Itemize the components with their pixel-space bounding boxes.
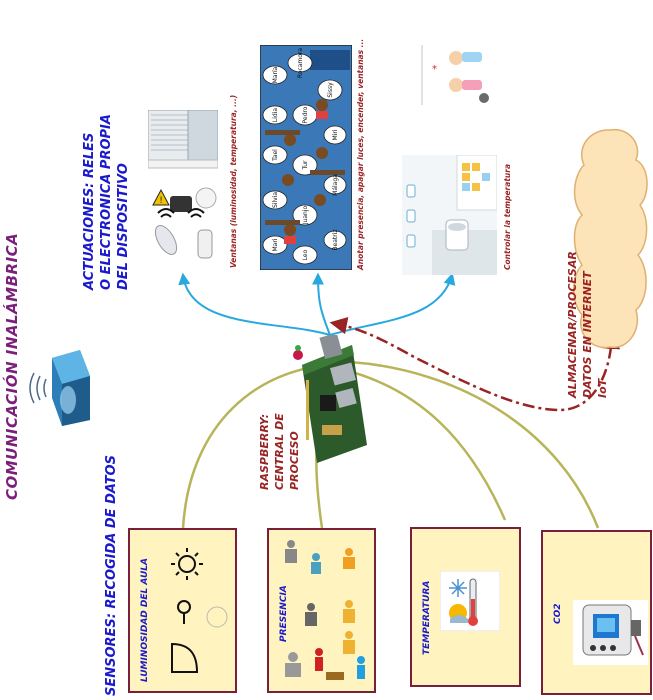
sensor-box-co2: CO2 [541,530,652,695]
remote-control-icons [154,208,213,259]
raspberry-label-line2: CENTRAL DE [273,413,286,490]
raspberry-label-line1: RASPBERRY: [258,413,271,490]
caption-windows: Ventanas (luminosidad, temperatura, ...) [229,94,238,268]
sensors-title: SENSORES: RECOGIDA DE DATOS [104,455,119,696]
actuators-title-line2: O ELECTRONICA PROPIA [99,114,114,290]
classroom-name-label: Mari [272,238,279,251]
sensor-box-label-co2: CO2 [553,603,563,624]
classroom-name-label: Lidia [272,108,279,122]
actuation-arrow-windows [178,272,331,336]
sensor-box-temperature: TEMPERATURA [410,527,521,687]
svg-text:!: ! [159,196,163,206]
sensor-line-temperature [344,368,507,521]
thermostat-room-image [402,155,497,275]
actuators-title-line1: ACTUACIONES: RELES [82,132,97,290]
classroom-name-label: Rocamora [297,48,304,79]
classroom-name-label: Leo [302,249,309,260]
classroom-name-label: Miri [332,129,339,140]
cloud-label-line3: IoT [596,378,609,398]
co2-sensor-device-icon [573,600,648,665]
actuators-title-line3: DEL DISPOSITIVO [116,163,131,290]
cloud-label-line2: DATOS EN INTERNET [581,271,594,398]
cloud-label-line1: ALMACENAR/PROCESAR [566,251,579,398]
caption-classroom: Anotar presencia, apagar luces, encender… [356,38,365,270]
classroom-name-label: Beatriz [332,229,339,250]
sensor-box-luminosity: LUMINOSIDAD DEL AULA [128,528,237,693]
temperature-icon [440,571,500,631]
temperature-people-image: * [414,40,492,110]
wireless-device-icon [29,350,90,426]
classroom-name-label: Juanjo [302,205,309,225]
wireless-title: COMUNICACIÓN INALÁMBRICA [3,232,21,500]
svg-text:*: * [432,64,437,75]
classroom-name-label: Tur [302,160,309,171]
sensor-box-label-temperature: TEMPERATURA [422,580,432,655]
window-blinds-image: ! [148,110,218,212]
light-bulb-icon [171,548,228,673]
classroom-name-label: María [272,66,279,83]
actuation-arrow-climate [329,272,456,336]
presence-people-icons [285,540,365,680]
caption-climate: Controlar la temperatura [503,163,512,270]
sensor-box-label-luminosity: LUMINOSIDAD DEL AULA [140,558,150,682]
classroom-name-label: Tael [272,149,279,162]
sensor-line-co2 [349,360,600,529]
sensor-box-presence: PRESENCIA [267,528,376,693]
raspberry-label-line3: PROCESO [288,431,301,490]
actuation-arrow-classroom [312,272,331,336]
internet-cloud-shape [573,129,648,349]
classroom-name-label: Sissy [327,82,334,98]
classroom-cartoon-image: María Rocamora Sissy Lidia Pedro Miri Tael Tur M… [260,45,352,270]
classroom-name-label: Málaga [332,174,339,196]
classroom-name-label: Pedro [302,106,309,123]
cloud-link-arrow [329,317,621,412]
sensor-box-label-presence: PRESENCIA [279,585,289,642]
raspberry-pi-board-image [293,335,367,463]
classroom-name-label: Silvia [272,192,279,208]
